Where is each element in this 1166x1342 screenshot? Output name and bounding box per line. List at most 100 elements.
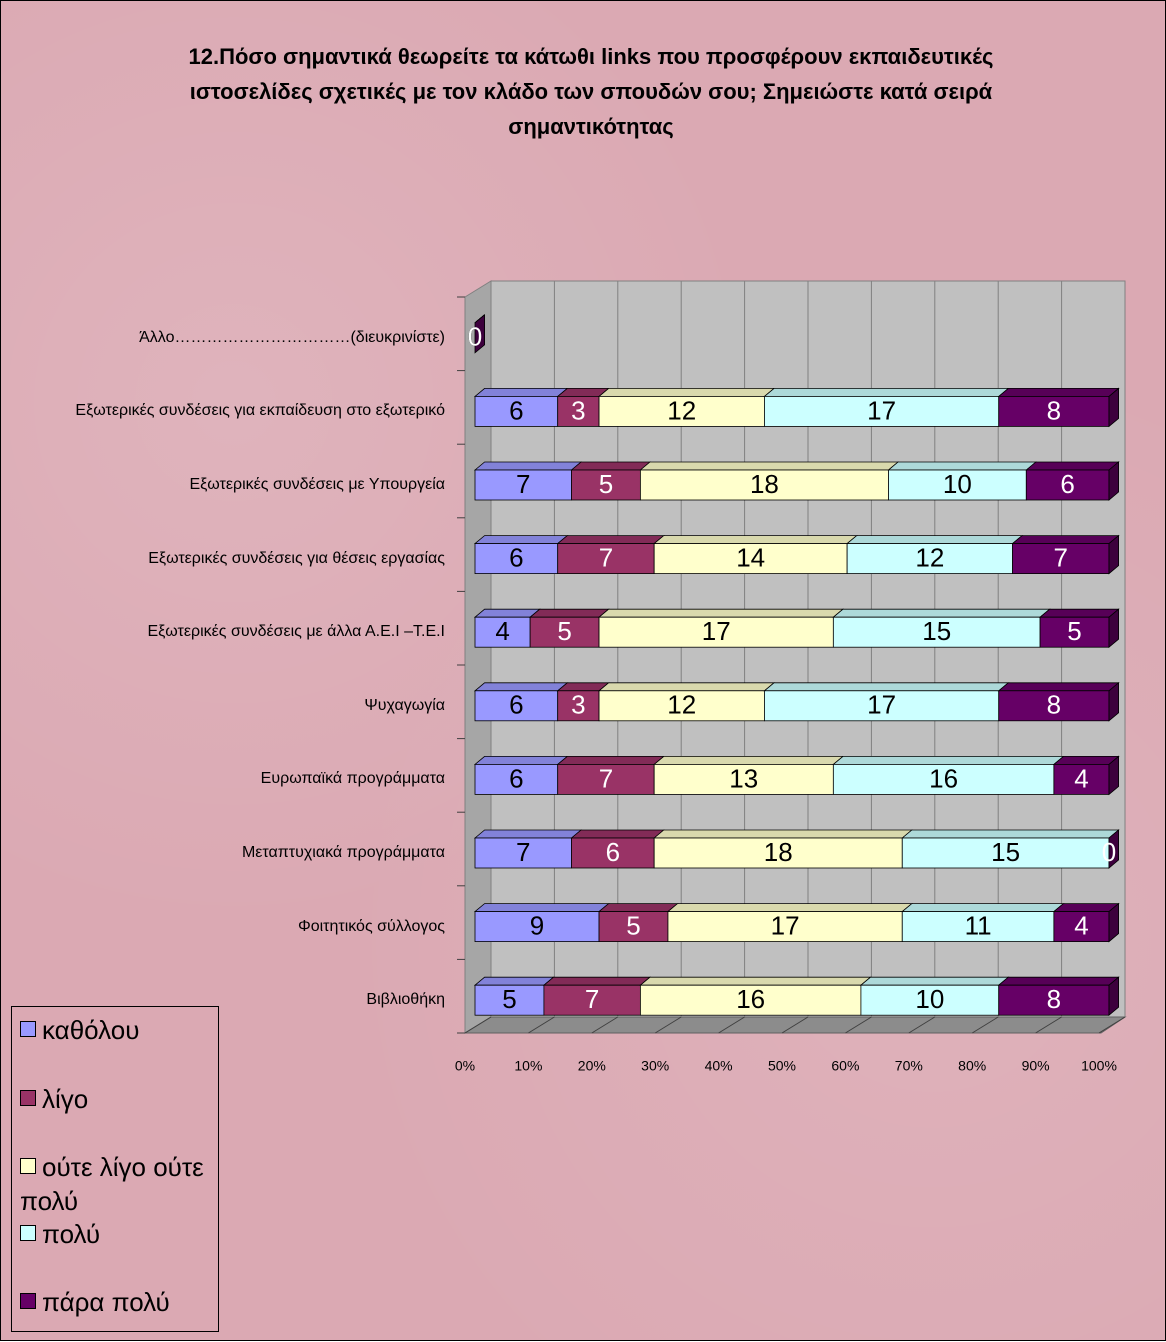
bar-segment: 17 [763, 387, 1010, 427]
bar-segment: 10 [887, 461, 1038, 501]
data-label: 5 [557, 616, 571, 646]
bar-front [543, 984, 641, 1016]
legend: καθόλου λίγο ούτε λίγο ούτε πολύ πολύ πάρα π… [11, 1006, 219, 1332]
bar-segment: 12 [846, 535, 1024, 574]
floor-tick [971, 1016, 999, 1034]
bar-front [888, 469, 1027, 501]
bar-segment: 6 [473, 535, 569, 574]
data-label: 10 [915, 984, 944, 1014]
data-label: 18 [750, 469, 779, 499]
category-label: Άλλο……………………………(διευκρινίστε) [139, 328, 445, 346]
data-label: 6 [606, 837, 620, 867]
category-label: Εξωτερικές συνδέσεις για θέσεις εργασίας [148, 549, 445, 567]
bar-front [474, 543, 559, 574]
floor-tick [654, 1016, 682, 1034]
legend-label: καθόλου [42, 1015, 140, 1045]
data-label: 3 [571, 690, 585, 720]
data-label: 4 [1074, 910, 1088, 940]
bar-front [998, 690, 1110, 722]
data-label: 6 [509, 690, 523, 720]
data-label: 3 [571, 395, 585, 425]
data-label: 14 [736, 542, 765, 572]
bar-front [598, 911, 669, 942]
data-label: 8 [1047, 395, 1061, 425]
data-label: 10 [943, 469, 972, 499]
data-label: 5 [626, 910, 640, 940]
bar-front [639, 984, 862, 1016]
bar-segment: 6 [473, 682, 569, 722]
bar-segment: 5 [597, 903, 679, 942]
legend-swatch [20, 1293, 36, 1309]
data-label: 7 [516, 469, 530, 499]
floor-tick [1098, 1016, 1126, 1034]
category-label: Ψυχαγωγία [364, 696, 445, 714]
bar-front [901, 911, 1055, 942]
bar-front [474, 690, 559, 722]
bar-segment: 7 [1011, 534, 1120, 575]
legend-swatch [20, 1225, 36, 1241]
bar-front [1025, 469, 1110, 501]
category-label: Ευρωπαϊκά προγράμματα [260, 770, 445, 788]
bar-side [1108, 829, 1119, 869]
floor-tick [1035, 1016, 1062, 1034]
bar-segment: 17 [666, 903, 913, 942]
bar-segment: 17 [763, 682, 1010, 722]
data-label: 9 [530, 910, 544, 940]
bar-front [860, 984, 1000, 1016]
bar-segment: 12 [597, 682, 776, 722]
data-label: 6 [509, 542, 523, 572]
bar-segment: 7 [556, 535, 665, 574]
bar-side [1108, 461, 1119, 501]
data-label: 6 [509, 763, 523, 793]
bar-front [474, 764, 559, 795]
bar-front [832, 616, 1041, 648]
legend-entry: πάρα πολύ [20, 1285, 215, 1319]
floor-tick [528, 1016, 555, 1034]
bar-segment: 13 [653, 756, 845, 795]
legend-label: πολύ [42, 1219, 101, 1249]
x-tick-label: 90% [1022, 1058, 1050, 1074]
floor-tick [908, 1016, 936, 1034]
data-label: 17 [867, 395, 896, 425]
bar-segment: 6 [1025, 461, 1120, 501]
bar-segment: 5 [529, 608, 610, 648]
data-label: 8 [1047, 984, 1061, 1014]
category-label: Μεταπτυχιακά προγράμματα [241, 844, 445, 861]
legend-entry: λίγο [20, 1082, 215, 1116]
legend-swatch [20, 1021, 36, 1037]
bar-segment: 16 [639, 976, 872, 1016]
x-tick-label: 60% [831, 1058, 859, 1074]
data-label: 12 [667, 395, 696, 425]
bar-front [653, 543, 848, 574]
x-tick-label: 80% [958, 1058, 986, 1074]
bar-segment: 5 [1038, 608, 1120, 649]
bar-side [1108, 755, 1119, 796]
x-tick-label: 20% [578, 1058, 606, 1074]
bar-segment: 18 [639, 461, 900, 501]
category-label: Εξωτερικές συνδέσεις με άλλα Α.Ε.Ι –Τ.Ε.… [147, 623, 445, 641]
bar-front [1053, 911, 1110, 942]
bar-segment: 4 [1052, 902, 1120, 943]
x-tick-label: 10% [514, 1058, 542, 1074]
bar-segment: 7 [556, 756, 665, 795]
bar-segment: 0 [1102, 829, 1119, 869]
bar-segment: 12 [597, 387, 776, 427]
data-label: 17 [702, 616, 731, 646]
floor-tick [781, 1016, 809, 1034]
legend-label: πάρα πολύ [42, 1287, 170, 1317]
data-label: 8 [1047, 690, 1061, 720]
bar-segment: 7 [542, 976, 652, 1016]
bar-segment: 15 [832, 608, 1051, 648]
legend-swatch [20, 1090, 36, 1106]
x-tick-label: 70% [895, 1058, 923, 1074]
bar-front [557, 764, 655, 795]
floor-tick [845, 1016, 872, 1034]
bar-segment: 8 [997, 681, 1120, 722]
data-label: 0 [468, 322, 482, 352]
data-label: 6 [509, 395, 523, 425]
bar-segment: 17 [597, 608, 845, 648]
data-label: 15 [991, 837, 1020, 867]
data-label: 12 [667, 690, 696, 720]
bar-segment: 0 [468, 313, 486, 354]
x-tick-label: 0% [455, 1058, 475, 1074]
